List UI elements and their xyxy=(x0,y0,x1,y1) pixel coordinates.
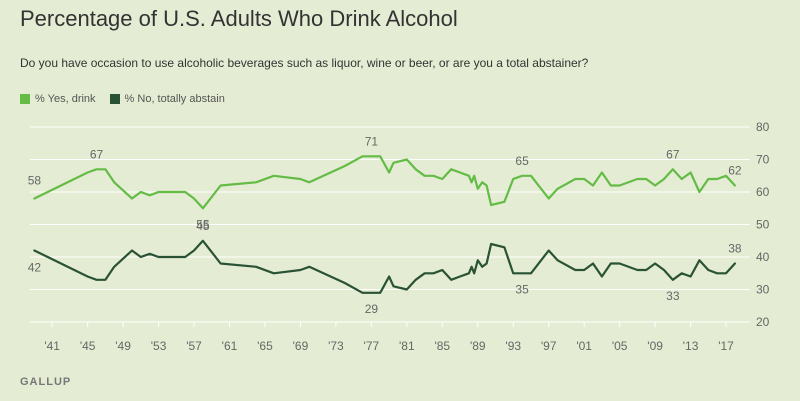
legend: % Yes, drink % No, totally abstain xyxy=(20,93,225,105)
legend-label-no: % No, totally abstain xyxy=(124,93,225,105)
data-label-yes-1939: 58 xyxy=(28,174,42,188)
x-tick-label-1945: '45 xyxy=(80,339,96,353)
x-tick-label-1961: '61 xyxy=(222,339,238,353)
x-tick-label-1973: '73 xyxy=(328,339,344,353)
data-label-yes-2011: 67 xyxy=(666,147,680,161)
x-tick-label-1985: '85 xyxy=(434,339,450,353)
legend-swatch-no xyxy=(109,94,120,104)
data-label-no-1958: 45 xyxy=(196,219,210,233)
x-tick-label-1953: '53 xyxy=(151,339,167,353)
x-tick-label-2017: '17 xyxy=(718,339,734,353)
y-tick-label-80: 80 xyxy=(756,120,770,134)
data-label-no-2018: 38 xyxy=(728,242,742,256)
x-tick-label-1989: '89 xyxy=(470,339,486,353)
y-tick-label-30: 30 xyxy=(756,283,770,297)
x-tick-label-2009: '09 xyxy=(647,339,663,353)
series-line-no xyxy=(33,239,737,294)
chart-title: Percentage of U.S. Adults Who Drink Alco… xyxy=(20,6,458,31)
x-tick-label-1969: '69 xyxy=(293,339,309,353)
x-tick-label-1949: '49 xyxy=(115,339,131,353)
data-label-no-1977: 29 xyxy=(365,302,379,316)
y-tick-label-40: 40 xyxy=(756,250,770,264)
series-line-yes xyxy=(33,155,737,210)
data-label-yes-1977: 71 xyxy=(365,134,379,148)
x-tick-label-2013: '13 xyxy=(683,339,699,353)
y-tick-label-20: 20 xyxy=(756,315,770,329)
y-tick-label-50: 50 xyxy=(756,218,770,232)
source-label: GALLUP xyxy=(20,376,72,388)
chart-subtitle: Do you have occasion to use alcoholic be… xyxy=(20,56,589,70)
x-tick-label-1965: '65 xyxy=(257,339,273,353)
legend-item-yes: % Yes, drink xyxy=(20,93,96,105)
x-tick-label-1993: '93 xyxy=(505,339,521,353)
data-label-no-1994: 35 xyxy=(515,282,529,296)
y-tick-label-60: 60 xyxy=(756,185,770,199)
data-label-yes-1946: 67 xyxy=(90,147,104,161)
legend-item-no: % No, totally abstain xyxy=(109,93,225,105)
x-tick-label-1941: '41 xyxy=(44,339,60,353)
x-tick-label-1981: '81 xyxy=(399,339,415,353)
data-label-yes-2018: 62 xyxy=(728,164,742,178)
x-tick-label-2005: '05 xyxy=(612,339,628,353)
legend-label-yes: % Yes, drink xyxy=(35,93,96,105)
legend-swatch-yes xyxy=(20,94,30,104)
x-tick-label-2001: '01 xyxy=(576,339,592,353)
x-tick-label-1977: '77 xyxy=(364,339,380,353)
data-label-no-1939: 42 xyxy=(28,261,42,275)
data-label-yes-1994: 65 xyxy=(515,154,529,168)
x-tick-label-1997: '97 xyxy=(541,339,557,353)
x-tick-label-1957: '57 xyxy=(186,339,202,353)
y-tick-label-70: 70 xyxy=(756,153,770,167)
data-label-no-2011: 33 xyxy=(666,289,680,303)
data-label-yes-1958: 55 xyxy=(196,217,210,231)
